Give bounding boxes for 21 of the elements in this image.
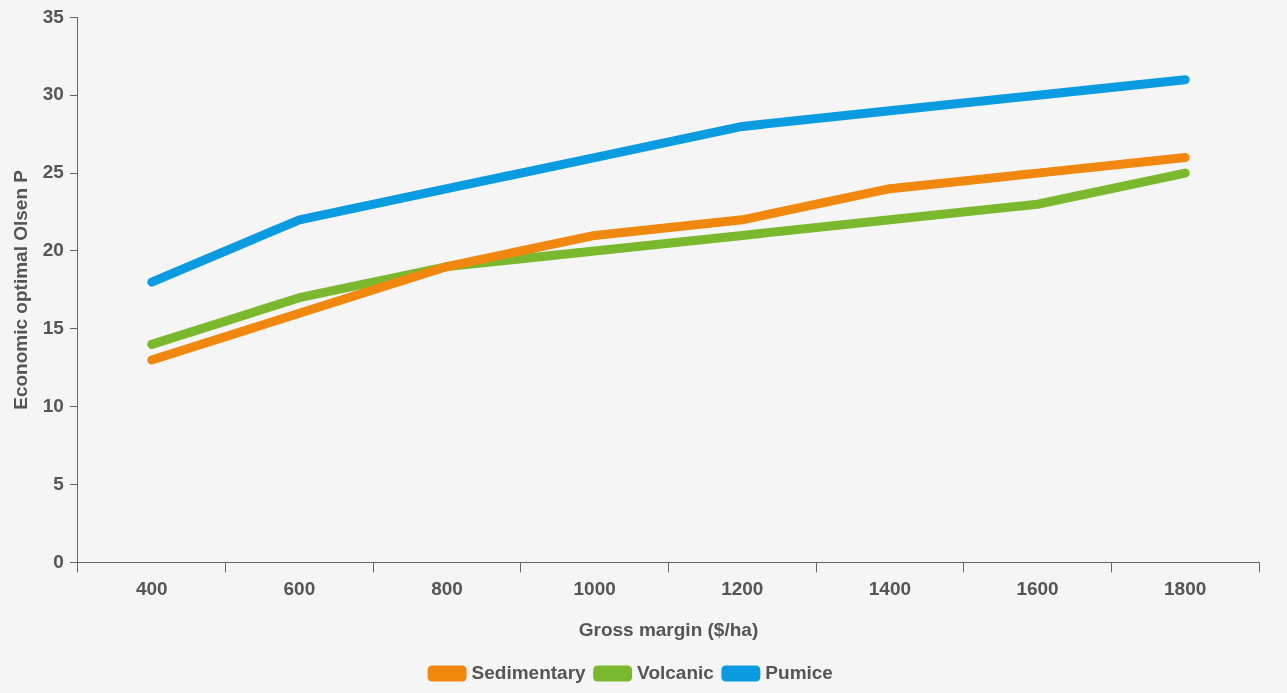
y-tick-label: 25: [42, 161, 65, 183]
y-tick-label: 35: [42, 5, 65, 27]
x-tick-label: 400: [135, 578, 168, 600]
y-tick-label: 20: [42, 239, 64, 261]
y-tick-label: 0: [53, 550, 64, 572]
y-tick-label: 15: [42, 317, 65, 339]
y-tick-label: 30: [42, 83, 64, 105]
legend-label: Pumice: [765, 661, 833, 683]
x-tick-label: 1000: [573, 578, 616, 600]
x-tick-label: 800: [431, 578, 463, 600]
x-axis-title: Gross margin ($/ha): [578, 618, 759, 640]
legend-label: Volcanic: [637, 661, 715, 683]
y-tick-label: 5: [53, 472, 65, 494]
legend-label: Sedimentary: [471, 661, 587, 683]
y-axis-title: Economic optimal Olsen P: [9, 169, 31, 410]
y-tick-label: 10: [42, 394, 64, 416]
x-tick-label: 1200: [721, 578, 764, 600]
x-tick-label: 1400: [868, 578, 912, 600]
x-tick-label: 600: [283, 578, 316, 600]
x-tick-label: 1600: [1016, 578, 1059, 600]
x-tick-label: 1800: [1164, 578, 1207, 600]
